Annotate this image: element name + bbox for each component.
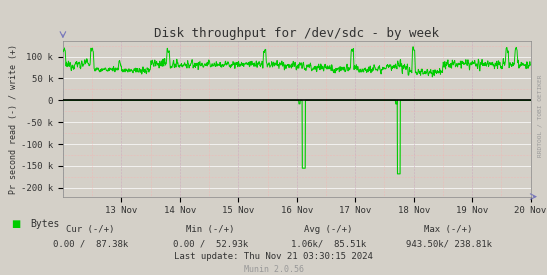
Text: Avg (-/+): Avg (-/+)	[304, 226, 352, 234]
Text: 0.00 /  87.38k: 0.00 / 87.38k	[53, 239, 128, 248]
Title: Disk throughput for /dev/sdc - by week: Disk throughput for /dev/sdc - by week	[154, 27, 439, 40]
Text: Max (-/+): Max (-/+)	[424, 226, 473, 234]
Text: 943.50k/ 238.81k: 943.50k/ 238.81k	[405, 239, 492, 248]
Text: RRDTOOL / TOBI OETIKER: RRDTOOL / TOBI OETIKER	[538, 74, 543, 157]
Text: Last update: Thu Nov 21 03:30:15 2024: Last update: Thu Nov 21 03:30:15 2024	[174, 252, 373, 261]
Text: 0.00 /  52.93k: 0.00 / 52.93k	[173, 239, 248, 248]
Text: Min (-/+): Min (-/+)	[187, 226, 235, 234]
Y-axis label: Pr second read (-) / write (+): Pr second read (-) / write (+)	[9, 44, 18, 194]
Text: 1.06k/  85.51k: 1.06k/ 85.51k	[290, 239, 366, 248]
Text: Bytes: Bytes	[30, 219, 60, 229]
Text: ■: ■	[11, 219, 20, 229]
Text: Munin 2.0.56: Munin 2.0.56	[243, 265, 304, 274]
Text: Cur (-/+): Cur (-/+)	[66, 226, 114, 234]
